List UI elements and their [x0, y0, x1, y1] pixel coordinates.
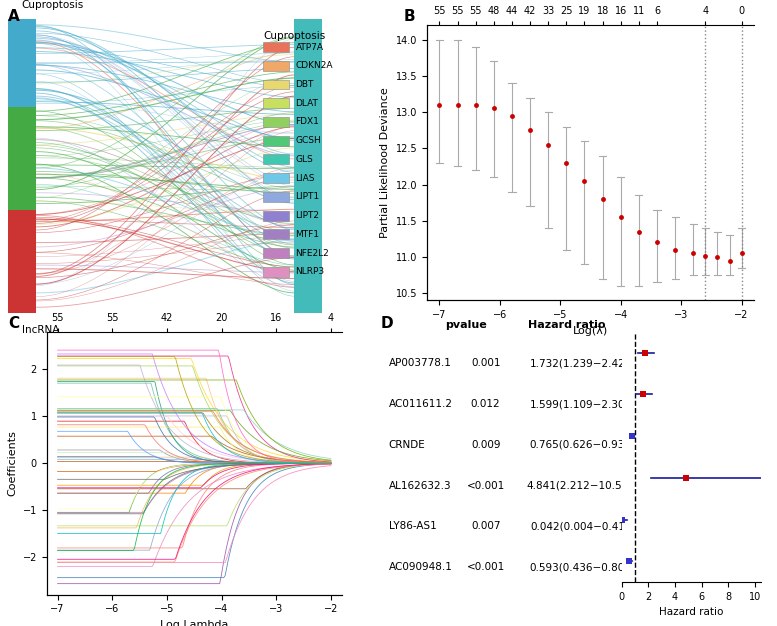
Text: lncRNA: lncRNA — [22, 325, 59, 335]
Text: NLRP3: NLRP3 — [295, 267, 325, 276]
Bar — [263, 229, 288, 239]
Bar — [263, 267, 288, 277]
Text: 1.732(1.239−2.420): 1.732(1.239−2.420) — [530, 358, 636, 368]
Bar — [263, 211, 288, 220]
Bar — [294, 19, 322, 313]
X-axis label: Hazard ratio: Hazard ratio — [660, 607, 723, 617]
Text: 0.593(0.436−0.807): 0.593(0.436−0.807) — [530, 562, 636, 572]
Text: Cuproptosis: Cuproptosis — [263, 31, 326, 41]
Bar — [294, 19, 322, 313]
Text: 0.009: 0.009 — [471, 440, 500, 450]
Text: DLAT: DLAT — [295, 99, 319, 108]
Text: <0.001: <0.001 — [466, 481, 505, 491]
Text: 4.841(2.212−10.595): 4.841(2.212−10.595) — [526, 481, 639, 491]
X-axis label: Log Lambda: Log Lambda — [160, 620, 228, 626]
Text: 0.012: 0.012 — [471, 399, 500, 409]
Text: Cuproptosis: Cuproptosis — [22, 0, 84, 10]
Text: B: B — [404, 9, 416, 24]
Text: Hazard ratio: Hazard ratio — [528, 319, 606, 329]
X-axis label: Log(λ): Log(λ) — [573, 326, 608, 336]
Text: LIPT1: LIPT1 — [295, 192, 319, 202]
Text: ATP7A: ATP7A — [295, 43, 323, 51]
Text: MTF1: MTF1 — [295, 230, 319, 239]
Bar — [8, 107, 36, 210]
Bar — [263, 136, 288, 146]
Bar — [8, 210, 36, 313]
Text: GCSH: GCSH — [295, 136, 322, 145]
Text: FDX1: FDX1 — [295, 118, 319, 126]
Text: 1.599(1.109−2.304): 1.599(1.109−2.304) — [530, 399, 636, 409]
Text: A: A — [8, 9, 19, 24]
Bar — [263, 61, 288, 71]
Text: C: C — [8, 316, 19, 331]
Text: 0.007: 0.007 — [471, 521, 500, 531]
Text: DBT: DBT — [295, 80, 314, 89]
Bar — [263, 98, 288, 108]
Text: 0.765(0.626−0.935): 0.765(0.626−0.935) — [530, 440, 636, 450]
Text: NFE2L2: NFE2L2 — [295, 249, 329, 258]
Text: LY86-AS1: LY86-AS1 — [388, 521, 436, 531]
Text: AP003778.1: AP003778.1 — [388, 358, 451, 368]
Text: GLS: GLS — [295, 155, 313, 164]
Text: CDKN2A: CDKN2A — [295, 61, 333, 70]
Bar — [8, 210, 36, 313]
Text: <0.001: <0.001 — [466, 562, 505, 572]
Bar — [263, 173, 288, 183]
Bar — [263, 155, 288, 165]
Text: LIAS: LIAS — [295, 173, 315, 183]
Text: 0.042(0.004−0.417): 0.042(0.004−0.417) — [530, 521, 636, 531]
Y-axis label: Partial Likelihood Deviance: Partial Likelihood Deviance — [381, 88, 391, 238]
Text: AL162632.3: AL162632.3 — [388, 481, 451, 491]
Bar — [263, 248, 288, 258]
Bar — [8, 19, 36, 107]
Bar — [8, 19, 36, 107]
Text: D: D — [381, 316, 393, 331]
Bar — [263, 80, 288, 90]
Text: pvalue: pvalue — [445, 319, 487, 329]
Text: LIPT2: LIPT2 — [295, 211, 319, 220]
Text: CRNDE: CRNDE — [388, 440, 425, 450]
Bar — [8, 107, 36, 210]
Text: 0.001: 0.001 — [471, 358, 500, 368]
Bar — [263, 42, 288, 52]
Text: AC090948.1: AC090948.1 — [388, 562, 452, 572]
Y-axis label: Coefficients: Coefficients — [7, 430, 17, 496]
Bar — [263, 192, 288, 202]
Bar — [263, 117, 288, 127]
Text: AC011611.2: AC011611.2 — [388, 399, 452, 409]
